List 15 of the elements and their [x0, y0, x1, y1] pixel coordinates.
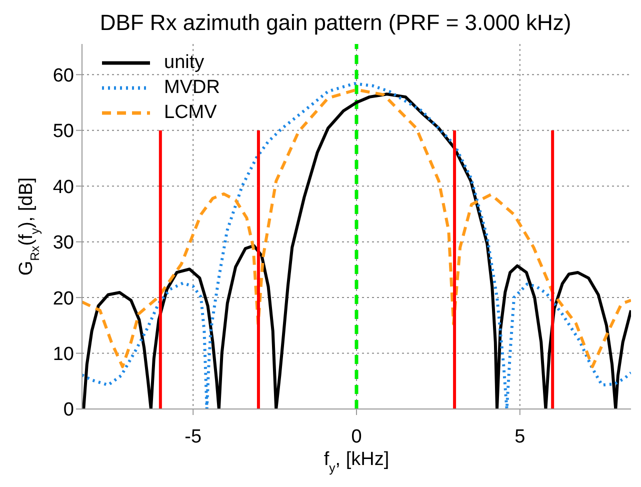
chart-title: DBF Rx azimuth gain pattern (PRF = 3.000 kHz): [98, 9, 572, 37]
x-tick-label: -5: [184, 426, 202, 448]
x-tick-label: 0: [351, 426, 362, 448]
y-tick-label: 50: [52, 121, 74, 142]
legend-label: MVDR: [164, 76, 220, 98]
x-tick-label: 5: [514, 426, 526, 448]
y-tick-label: 10: [52, 344, 74, 366]
legend-label: LCMV: [164, 102, 217, 124]
legend-label: unity: [164, 52, 204, 74]
y-tick-label: 60: [52, 65, 74, 86]
y-tick-label: 0: [63, 400, 74, 421]
y-tick-label: 40: [52, 176, 74, 198]
y-tick-label: 30: [52, 232, 74, 254]
x-axis-title: f$_{y}$, [kHz]: [324, 449, 390, 475]
y-tick-label: 20: [52, 288, 74, 310]
